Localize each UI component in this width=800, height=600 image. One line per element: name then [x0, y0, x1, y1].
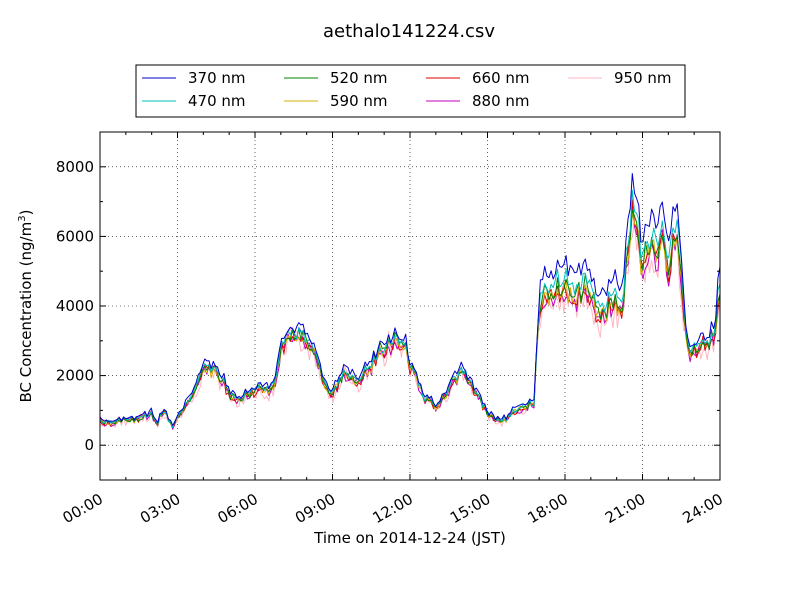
legend-label: 880 nm	[472, 92, 530, 110]
y-axis-label-main: BC Concentration (ng/m	[17, 222, 35, 403]
x-tick-label: 24:00	[680, 490, 726, 527]
x-tick-label: 12:00	[370, 490, 416, 527]
x-axis-label: Time on 2014-12-24 (JST)	[313, 529, 506, 547]
x-tick-label: 06:00	[215, 490, 261, 527]
x-tick-label: 18:00	[525, 490, 571, 527]
legend-label: 520 nm	[330, 69, 388, 87]
chart-title: aethalo141224.csv	[323, 21, 495, 42]
axis-ticks	[99, 131, 721, 481]
x-tick-labels: 00:00 03:00 06:00 09:00 12:00 15:00 18:00 21:00…	[60, 490, 726, 527]
x-tick-label: 15:00	[447, 490, 493, 527]
legend-label: 470 nm	[188, 92, 246, 110]
y-tick-labels: 0 2000 4000 6000 8000	[56, 158, 94, 454]
series-lines	[99, 173, 721, 430]
y-tick-label: 4000	[56, 297, 94, 315]
x-tick-label: 09:00	[292, 490, 338, 527]
x-tick-label: 03:00	[137, 490, 183, 527]
y-tick-label: 0	[84, 436, 94, 454]
legend-label: 590 nm	[330, 92, 388, 110]
y-tick-label: 2000	[56, 367, 94, 385]
legend-label: 950 nm	[614, 69, 672, 87]
legend-box	[135, 64, 686, 118]
y-axis-label-sup: 3	[17, 215, 28, 221]
y-axis-label-end: )	[17, 210, 35, 216]
series-line-370-nm	[99, 173, 721, 426]
legend-label: 370 nm	[188, 69, 246, 87]
grid-lines	[100, 132, 720, 480]
series-line-590-nm	[99, 212, 721, 427]
x-tick-label: 00:00	[60, 490, 106, 527]
series-line-470-nm	[99, 189, 721, 428]
legend: 370 nm 470 nm 520 nm 590 nm 660 nm 880 nm 950 …	[135, 64, 686, 118]
legend-label: 660 nm	[472, 69, 530, 87]
y-tick-label: 8000	[56, 158, 94, 176]
y-axis-label: BC Concentration (ng/m3)	[17, 210, 35, 403]
y-tick-label: 6000	[56, 227, 94, 245]
x-tick-label: 21:00	[602, 490, 648, 527]
series-line-520-nm	[99, 209, 721, 428]
